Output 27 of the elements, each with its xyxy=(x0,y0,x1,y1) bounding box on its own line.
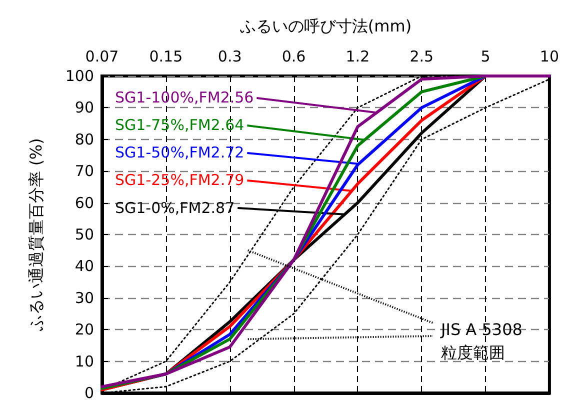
y-tick-label: 20 xyxy=(74,320,94,339)
x-tick-label: 0.3 xyxy=(218,48,242,66)
text: SG1-0%,FM2.87 xyxy=(115,198,235,217)
y-tick-label: 100 xyxy=(65,67,94,85)
y-tick-label: 30 xyxy=(74,288,94,307)
y-tick-label: 50 xyxy=(74,226,94,244)
y-tick-label: 90 xyxy=(74,98,94,117)
y-axis-title: ふるい通過質量百分率 (%) xyxy=(26,138,46,332)
x-tick-label: 0.6 xyxy=(282,48,306,66)
x-tick-label: 0.15 xyxy=(149,48,183,66)
y-tick-label: 70 xyxy=(74,162,94,180)
x-tick-label: 5 xyxy=(480,48,490,66)
x-tick-label: 1.2 xyxy=(346,48,370,66)
y-tick-label: 0 xyxy=(84,384,94,402)
text: SG1-75%,FM2.64 xyxy=(115,116,244,134)
y-tick-label: 10 xyxy=(74,352,94,370)
x-tick-label: 2.5 xyxy=(410,48,434,66)
y-tick-label: 60 xyxy=(74,194,94,212)
y-tick-label: 40 xyxy=(74,257,94,276)
text: SG1-25%,FM2.79 xyxy=(115,171,244,190)
text: SG1-50%,FM2.72 xyxy=(115,144,244,162)
x-axis-title: ふるいの呼び寸法(mm) xyxy=(238,16,412,36)
annotation: JIS A 5308 粒度範囲 xyxy=(440,320,522,362)
y-tick-label: 80 xyxy=(74,130,94,148)
text: SG1-100%,FM2.56 xyxy=(115,88,254,107)
x-tick-label: 10 xyxy=(540,48,560,66)
x-tick-label: 0.07 xyxy=(85,48,119,66)
